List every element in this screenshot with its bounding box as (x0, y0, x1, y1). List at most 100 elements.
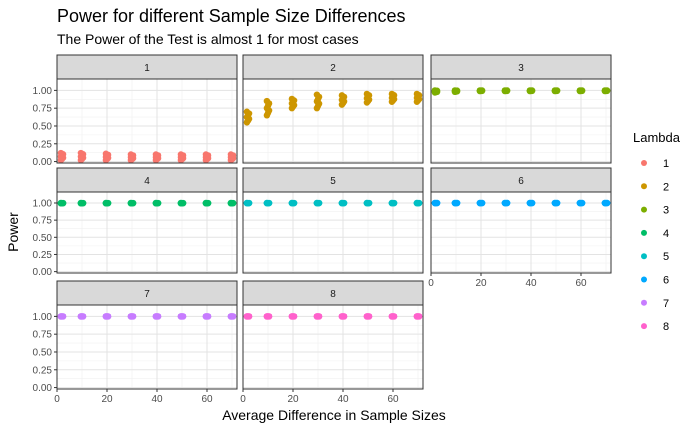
data-point (313, 91, 321, 98)
y-tick-label: 0.00 (33, 267, 53, 278)
legend-label: 8 (663, 321, 669, 333)
legend-key (641, 206, 647, 213)
panel-border (56, 304, 238, 390)
y-tick-label: 1.00 (33, 312, 53, 323)
facet-strip (56, 167, 238, 193)
data-point (127, 199, 135, 207)
data-point (263, 313, 271, 320)
data-point (576, 87, 584, 94)
data-point (57, 149, 65, 157)
y-tick-label: 0.50 (33, 233, 53, 244)
data-point (57, 199, 65, 207)
legend-label: 1 (663, 158, 669, 170)
data-point (601, 199, 609, 207)
data-point (102, 199, 110, 207)
legend-key (641, 253, 647, 260)
panel-border (242, 78, 424, 164)
data-point (363, 313, 371, 320)
data-point (227, 151, 235, 158)
data-point (127, 151, 135, 158)
x-tick-label: 20 (287, 394, 299, 405)
x-tick-label: 60 (201, 394, 213, 405)
data-point (338, 313, 346, 320)
facet-strip-label: 7 (144, 289, 150, 300)
data-point (227, 313, 235, 320)
data-point (338, 199, 346, 207)
legend-label: 6 (663, 275, 669, 287)
data-point (227, 199, 235, 207)
legend-key (641, 323, 647, 330)
data-point (202, 199, 210, 207)
chart-subtitle: The Power of the Test is almost 1 for mo… (57, 31, 359, 47)
data-point (476, 199, 484, 207)
legend-key (641, 160, 647, 166)
data-point (288, 313, 296, 320)
data-point (288, 199, 296, 207)
x-tick-label: 0 (240, 394, 246, 405)
data-point (263, 199, 271, 207)
data-point (431, 87, 439, 94)
data-point (243, 199, 251, 207)
y-tick-label: 0.00 (33, 157, 53, 168)
y-axis-title: Power (5, 212, 21, 252)
facet-panel: 1 0.00 0.25 0.50 0.75 1.00 (33, 54, 238, 168)
y-tick-label: 0.00 (33, 383, 53, 394)
legend-key (641, 276, 647, 283)
data-point (263, 97, 271, 105)
data-point (338, 92, 346, 99)
data-point (77, 149, 85, 157)
data-point (202, 313, 210, 320)
data-point (451, 199, 459, 207)
data-point (57, 313, 65, 320)
y-tick-label: 0.25 (33, 139, 53, 150)
data-point (388, 90, 396, 98)
data-point (501, 199, 509, 207)
facet-strip-label: 2 (330, 63, 336, 74)
data-point (313, 199, 321, 207)
chart-title: Power for different Sample Size Differen… (57, 6, 406, 26)
data-point (363, 90, 371, 98)
legend-key (641, 183, 647, 190)
x-axis-title: Average Difference in Sample Sizes (222, 407, 446, 423)
data-point (127, 313, 135, 320)
legend-title: Lambda (633, 130, 681, 145)
x-tick-label: 40 (525, 278, 537, 289)
legend: Lambda 1 2 3 4 5 6 7 8 (633, 130, 681, 333)
facet-panel: 2 (242, 54, 424, 164)
data-point (476, 87, 484, 94)
data-point (413, 199, 421, 207)
y-tick-label: 0.25 (33, 365, 53, 376)
data-point (313, 313, 321, 320)
facet-panel: 4 0.00 0.25 0.50 0.75 1.00 (33, 167, 238, 278)
data-point (243, 108, 251, 115)
y-tick-label: 0.50 (33, 347, 53, 358)
data-point (551, 87, 559, 94)
data-point (177, 313, 185, 320)
data-point (102, 313, 110, 320)
facet-strip-label: 8 (330, 289, 336, 300)
facet-panel: 5 (242, 167, 424, 274)
legend-label: 3 (663, 205, 669, 217)
facet-strip-label: 4 (144, 176, 150, 187)
legend-label: 4 (663, 228, 669, 240)
x-tick-label: 20 (101, 394, 113, 405)
facet-panels: 1 0.00 0.25 0.50 0.75 1.00 2 3 4 0.00 0.25 0.50 0.75… (33, 54, 612, 405)
facet-panel: 3 (430, 54, 612, 164)
x-tick-label: 40 (151, 394, 163, 405)
data-point (551, 199, 559, 207)
facet-strip (56, 54, 238, 80)
y-tick-label: 0.25 (33, 250, 53, 261)
data-point (526, 199, 534, 207)
panel-border (242, 304, 424, 390)
y-tick-label: 1.00 (33, 198, 53, 209)
x-tick-label: 20 (475, 278, 487, 289)
panel-background (57, 79, 237, 163)
panel-border (242, 191, 424, 274)
x-tick-label: 60 (387, 394, 399, 405)
data-point (413, 313, 421, 320)
x-tick-label: 40 (337, 394, 349, 405)
facet-strip-label: 6 (518, 176, 524, 187)
data-point (526, 87, 534, 94)
data-point (388, 313, 396, 320)
